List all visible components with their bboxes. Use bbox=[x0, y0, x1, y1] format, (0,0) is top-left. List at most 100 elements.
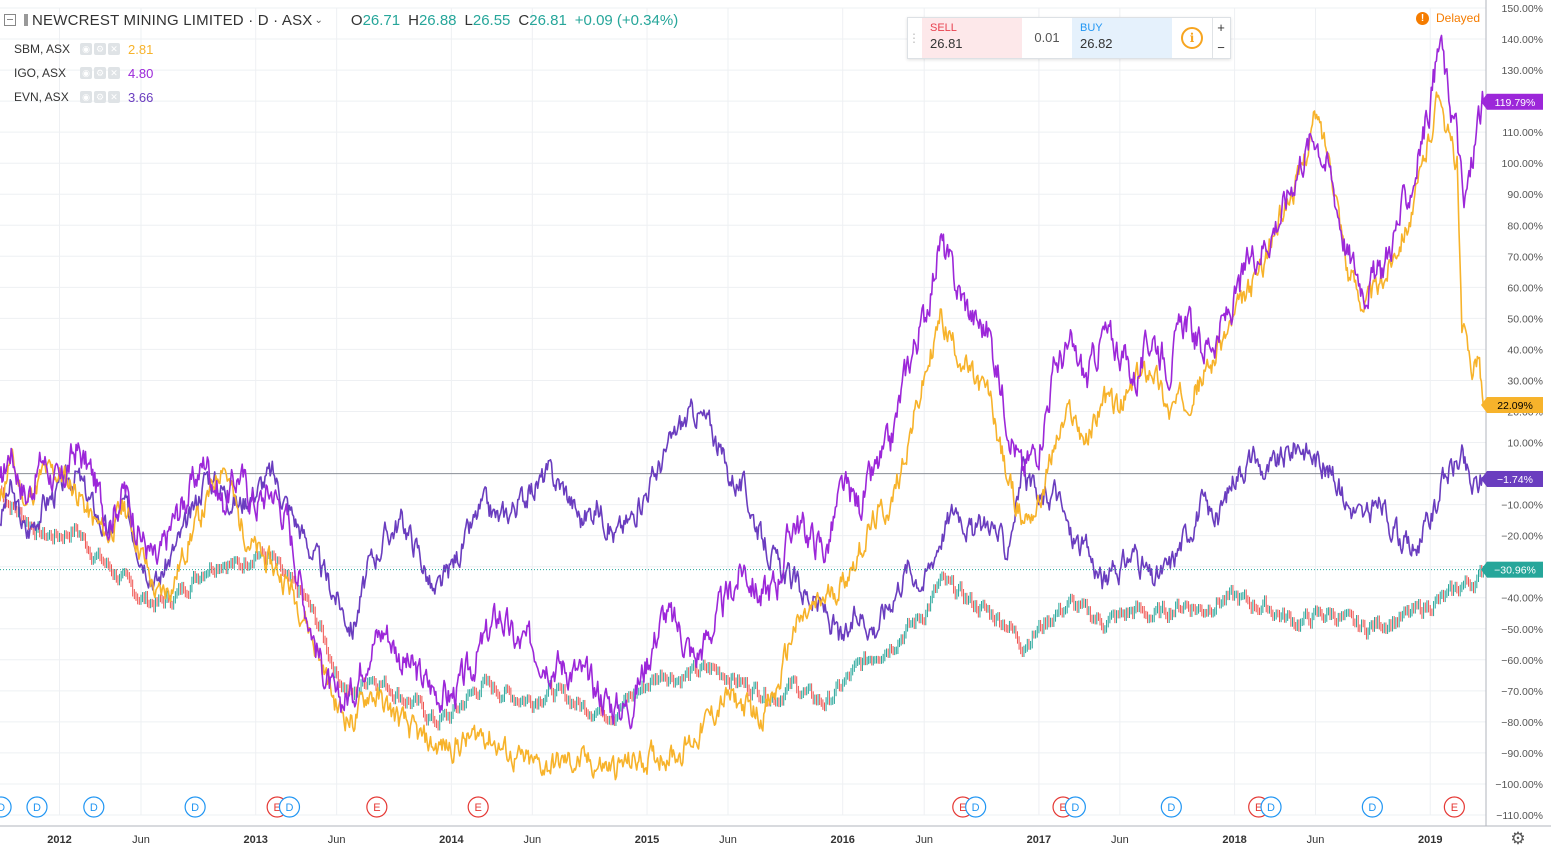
event-marker-D bbox=[965, 796, 987, 818]
last-value-pointer-evn bbox=[1481, 470, 1487, 487]
legend-name[interactable]: SBM, ASX bbox=[14, 42, 71, 56]
legend-row-sbm[interactable]: SBM, ASX ◉ ⚙ ✕ 2.81 bbox=[14, 37, 153, 61]
event-marker-D bbox=[83, 796, 105, 818]
close-icon[interactable]: ✕ bbox=[108, 67, 120, 79]
last-value-text-sbm: 22.09% bbox=[1497, 400, 1533, 412]
time-tick-label: Jun bbox=[1111, 834, 1129, 846]
delayed-label: Delayed bbox=[1436, 11, 1481, 25]
compare-legend: SBM, ASX ◉ ⚙ ✕ 2.81 IGO, ASX ◉ ⚙ ✕ 4.80 EVN,… bbox=[14, 37, 153, 109]
legend-row-evn[interactable]: EVN, ASX ◉ ⚙ ✕ 3.66 bbox=[14, 85, 153, 109]
sell-price: 26.81 bbox=[930, 36, 963, 51]
price-tick-label: 40.00% bbox=[1507, 344, 1543, 356]
spread-value: 0.01 bbox=[1034, 30, 1060, 45]
time-tick-label: 2015 bbox=[635, 834, 659, 846]
time-tick-label: 2018 bbox=[1222, 834, 1246, 846]
collapse-icon[interactable] bbox=[4, 14, 16, 26]
event-marker-label: E bbox=[373, 802, 380, 814]
price-tick-label: −20.00% bbox=[1501, 531, 1543, 543]
event-marker-label: D bbox=[1071, 802, 1079, 814]
delayed-badge[interactable]: ! Delayed bbox=[1416, 11, 1480, 25]
info-icon: i bbox=[1181, 27, 1203, 49]
sell-button[interactable]: SELL 26.81 bbox=[922, 18, 1022, 58]
time-tick-label: 2013 bbox=[243, 834, 267, 846]
price-tick-label: −100.00% bbox=[1495, 779, 1543, 791]
trade-panel: ⋮⋮ SELL 26.81 0.01 BUY 26.82 i + − bbox=[907, 17, 1231, 59]
chevron-down-icon[interactable]: ⌄ bbox=[314, 14, 323, 26]
last-value-text-evn: −1.74% bbox=[1497, 474, 1533, 486]
event-marker-label: E bbox=[273, 802, 280, 814]
time-tick-label: Jun bbox=[915, 834, 933, 846]
event-marker-label: D bbox=[90, 802, 98, 814]
time-tick-label: Jun bbox=[328, 834, 346, 846]
time-tick-label: 2017 bbox=[1027, 834, 1051, 846]
price-tick-label: −50.00% bbox=[1501, 624, 1543, 636]
price-tick-label: 10.00% bbox=[1507, 438, 1543, 450]
price-tick-label: 140.00% bbox=[1502, 34, 1543, 46]
plus-button[interactable]: + bbox=[1217, 20, 1225, 35]
sell-label: SELL bbox=[930, 22, 957, 34]
drag-handle-icon[interactable]: ⋮⋮ bbox=[908, 31, 932, 45]
quantity-stepper: + − bbox=[1212, 18, 1229, 58]
series-layer bbox=[0, 34, 1486, 781]
buy-button[interactable]: BUY 26.82 bbox=[1072, 18, 1172, 58]
eye-icon[interactable]: ◉ bbox=[80, 91, 92, 103]
last-value-pointer-igo bbox=[1481, 93, 1487, 110]
event-marker-E bbox=[1443, 796, 1465, 818]
time-tick-label: 2016 bbox=[830, 834, 854, 846]
gear-icon[interactable]: ⚙ bbox=[94, 67, 106, 79]
close-icon[interactable]: ✕ bbox=[108, 91, 120, 103]
event-marker-label: E bbox=[959, 802, 966, 814]
last-value-text-ncm: −30.96% bbox=[1494, 565, 1536, 577]
price-tick-label: 80.00% bbox=[1507, 220, 1543, 232]
time-tick-label: Jun bbox=[132, 834, 150, 846]
event-marker-E bbox=[366, 796, 388, 818]
high-label: H bbox=[408, 11, 419, 29]
low-value: 26.55 bbox=[472, 11, 511, 29]
time-axis: 2012 Jun 2013 Jun 2014 Jun 2015 Jun 2016 Jun 2017 J… bbox=[0, 825, 1551, 846]
eye-icon[interactable]: ◉ bbox=[80, 43, 92, 55]
price-tick-label: −90.00% bbox=[1501, 748, 1543, 760]
symbol-title[interactable]: NEWCREST MINING LIMITED · D · ASX bbox=[32, 11, 313, 29]
event-marker-label: D bbox=[972, 802, 980, 814]
chart-settings-gear-icon[interactable]: ⚙ bbox=[1510, 829, 1526, 848]
eye-icon[interactable]: ◉ bbox=[80, 67, 92, 79]
event-marker-label: D bbox=[0, 802, 5, 814]
legend-name[interactable]: IGO, ASX bbox=[14, 66, 67, 80]
event-marker-label: D bbox=[1368, 802, 1376, 814]
price-tick-label: −40.00% bbox=[1501, 593, 1543, 605]
price-tick-label: 110.00% bbox=[1502, 127, 1543, 139]
last-value-badge-igo bbox=[1487, 93, 1543, 110]
low-label: L bbox=[464, 11, 473, 29]
legend-row-igo[interactable]: IGO, ASX ◉ ⚙ ✕ 4.80 bbox=[14, 61, 153, 85]
grid-layer bbox=[0, 7, 1486, 816]
time-tick-label: 2019 bbox=[1418, 834, 1442, 846]
legend-name[interactable]: EVN, ASX bbox=[14, 90, 69, 104]
event-marker-label: D bbox=[191, 802, 199, 814]
change-value: +0.09 (+0.34%) bbox=[574, 11, 679, 29]
ncm-candles bbox=[1, 485, 1484, 731]
legend-value: 4.80 bbox=[128, 65, 154, 81]
legend-value: 2.81 bbox=[128, 41, 154, 57]
info-button[interactable]: i bbox=[1172, 18, 1212, 58]
warning-icon: ! bbox=[1416, 11, 1429, 25]
gear-icon[interactable]: ⚙ bbox=[94, 43, 106, 55]
price-tick-label: 50.00% bbox=[1507, 313, 1543, 325]
close-icon[interactable]: ✕ bbox=[108, 43, 120, 55]
event-marker-E bbox=[467, 796, 489, 818]
gear-icon[interactable]: ⚙ bbox=[94, 91, 106, 103]
time-tick-label: Jun bbox=[719, 834, 737, 846]
event-marker-label: E bbox=[1059, 802, 1066, 814]
series-line-igo bbox=[0, 34, 1485, 730]
buy-price: 26.82 bbox=[1080, 36, 1113, 51]
last-value-text-igo: 119.79% bbox=[1495, 97, 1536, 109]
time-tick-label: 2012 bbox=[47, 834, 71, 846]
last-value-badge-sbm bbox=[1487, 397, 1543, 414]
last-value-labels: 119.79% 22.09% −1.74% −30.96% bbox=[1481, 93, 1543, 578]
buy-label: BUY bbox=[1080, 22, 1103, 34]
minus-button[interactable]: − bbox=[1217, 40, 1225, 55]
close-value: 26.81 bbox=[529, 11, 567, 29]
event-marker-label: E bbox=[1451, 802, 1458, 814]
